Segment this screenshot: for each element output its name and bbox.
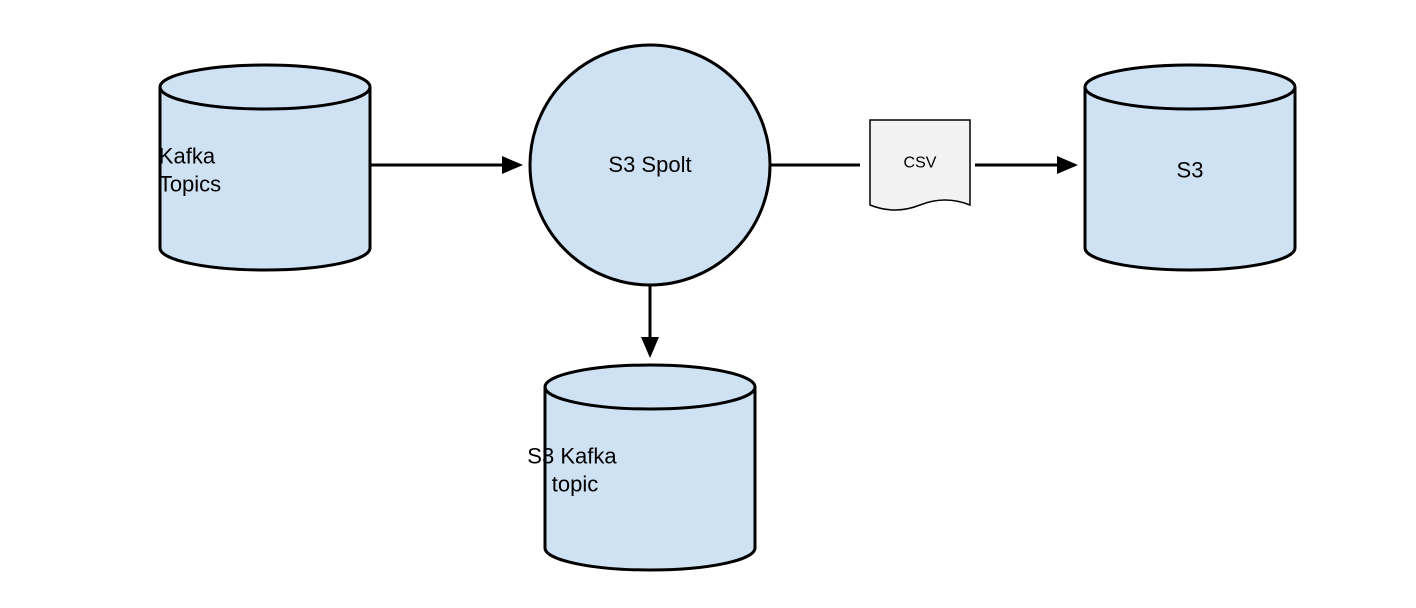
node-s3-kafka-topic: S3 Kafka topic	[527, 365, 755, 570]
node-s3: S3	[1085, 65, 1295, 270]
node-csv-document: CSV	[870, 120, 970, 210]
node-label: CSV	[904, 155, 937, 172]
diagram-canvas: Kafka Topics S3 Spolt CSV S3 S3 Kafka to…	[0, 0, 1416, 608]
node-kafka-topics: Kafka Topics	[159, 65, 370, 270]
node-label: S3	[1177, 158, 1204, 183]
node-s3-spolt: S3 Spolt	[530, 45, 770, 285]
node-label: S3 Spolt	[608, 152, 691, 177]
